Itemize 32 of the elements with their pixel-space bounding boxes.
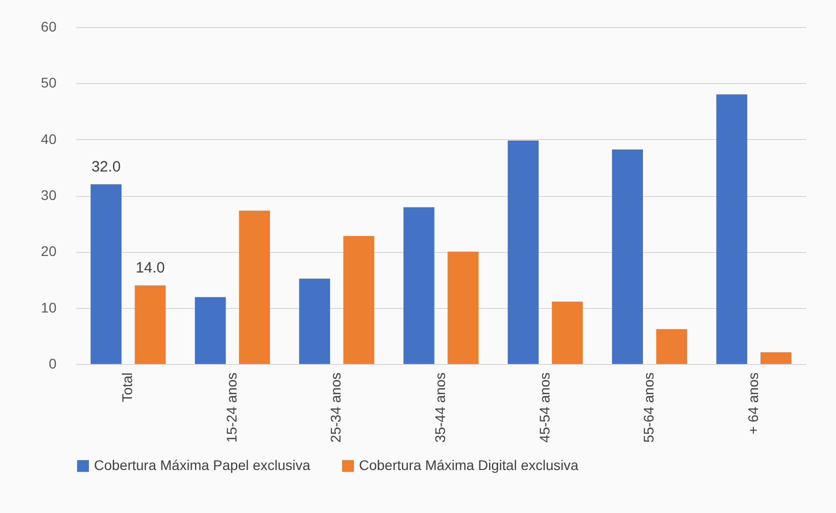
bar bbox=[448, 252, 479, 364]
bar bbox=[194, 297, 226, 364]
x-tick-label: 35-44 anos bbox=[432, 372, 448, 443]
bar bbox=[552, 302, 583, 364]
bar bbox=[612, 149, 643, 364]
y-tick-label: 0 bbox=[48, 356, 57, 372]
x-tick-label: 15-24 anos bbox=[223, 372, 240, 443]
y-tick-label: 20 bbox=[40, 243, 57, 260]
y-tick-label: 40 bbox=[40, 130, 57, 147]
bar bbox=[403, 207, 434, 364]
data-label: 32.0 bbox=[91, 158, 121, 176]
data-label: 14.0 bbox=[136, 259, 165, 276]
bar bbox=[760, 352, 792, 364]
bar bbox=[299, 278, 330, 364]
y-tick-label: 10 bbox=[40, 299, 57, 316]
bar bbox=[716, 94, 748, 364]
x-tick-label: 45-54 anos bbox=[536, 372, 552, 443]
x-tick-label: 25-34 anos bbox=[328, 372, 344, 443]
y-tick-label: 60 bbox=[40, 18, 57, 34]
bar bbox=[343, 236, 374, 364]
legend-label: Cobertura Máxima Papel exclusiva bbox=[94, 457, 311, 473]
bar bbox=[90, 184, 122, 364]
x-tick-label: + 64 anos bbox=[744, 372, 761, 434]
bar bbox=[239, 210, 270, 364]
y-tick-label: 30 bbox=[40, 187, 57, 203]
x-tick-label: Total bbox=[119, 372, 136, 402]
bar bbox=[656, 329, 688, 364]
bar bbox=[508, 140, 539, 364]
x-tick-label: 55-64 anos bbox=[640, 372, 657, 443]
legend-label: Cobertura Máxima Digital exclusiva bbox=[359, 457, 579, 473]
bar bbox=[134, 285, 166, 364]
y-tick-label: 50 bbox=[40, 74, 57, 91]
